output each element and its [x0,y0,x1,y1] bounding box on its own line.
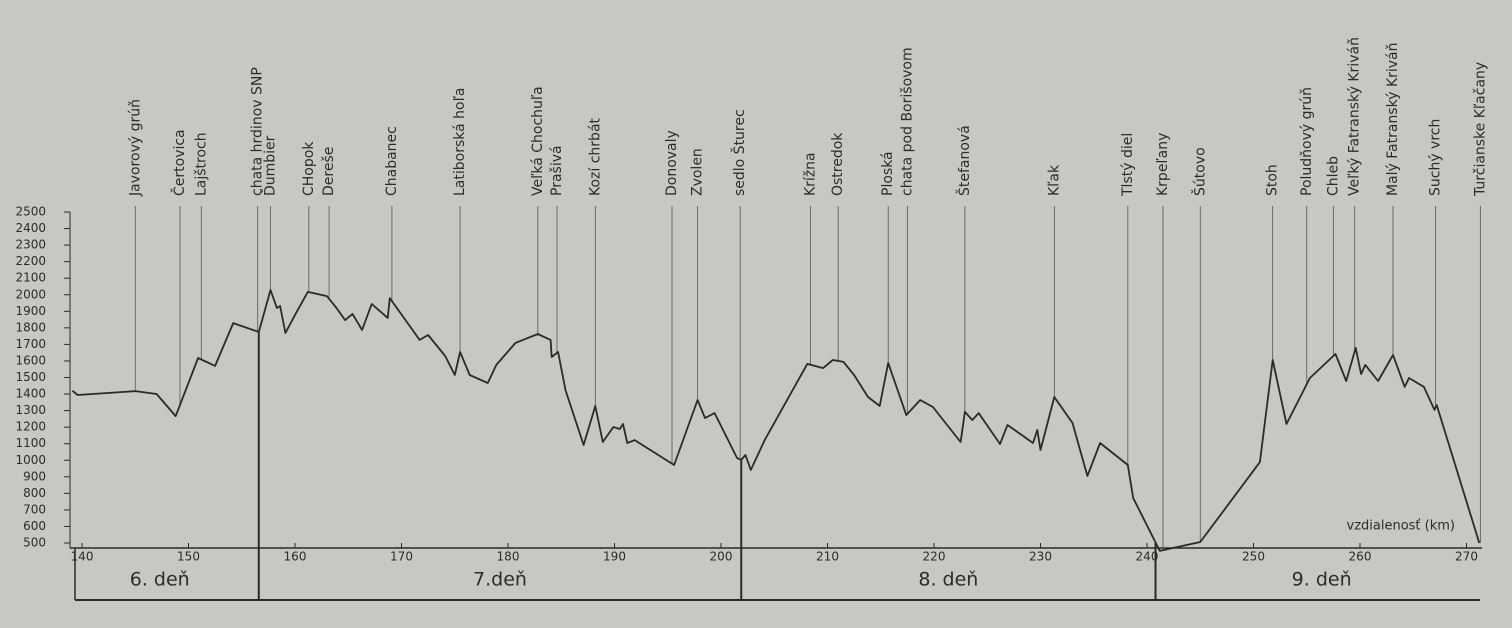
y-tick-label: 600 [23,519,46,533]
x-tick-label: 240 [1136,550,1159,564]
y-tick-label: 1500 [15,370,46,384]
landmark-label: Ďumbier [261,135,279,196]
landmark-label: Turčianske Kľačany [1472,62,1488,197]
y-tick-label: 1700 [15,337,46,351]
day-label: 8. deň [918,569,978,591]
day-label: 6. deň [130,569,190,591]
y-tick-label: 1600 [15,353,46,367]
x-tick-label: 190 [603,550,626,564]
y-tick-label: 1900 [15,304,46,318]
landmark-label: Chabanec [384,126,400,196]
landmark-label: Stoh [1265,164,1281,196]
y-tick-label: 800 [23,486,46,500]
x-tick-label: 150 [177,550,200,564]
landmark-label: sedlo Šturec [730,109,748,196]
landmark-label: CHopok [301,141,317,196]
x-axis-label: vzdialenosť (km) [1347,519,1456,534]
x-tick-label: 210 [816,550,839,564]
landmark-label: Chleb [1325,156,1341,196]
landmark-label: Donovaly [664,130,680,196]
landmark-label: Kľak [1046,164,1062,196]
y-tick-label: 1000 [15,453,46,467]
landmark-label: Suchý vrch [1428,119,1444,196]
x-tick-label: 250 [1242,550,1265,564]
y-tick-label: 1300 [15,403,46,417]
landmark-label: chata pod Borišovom [899,47,915,196]
y-tick-label: 1200 [15,420,46,434]
landmark-label: Ostredok [830,132,846,196]
landmark-label: Veľká Chochuľa [530,86,546,196]
y-tick-label: 2400 [15,221,46,235]
elevation-profile [71,289,1481,552]
x-tick-label: 200 [710,550,733,564]
x-tick-label: 220 [923,550,946,564]
landmark-label: Javorový grúň [127,99,143,197]
landmark-label: Tlstý diel [1120,133,1136,197]
x-tick-label: 170 [390,550,413,564]
y-tick-label: 900 [23,469,46,483]
landmark-label: Prašivá [549,145,565,196]
x-tick-label: 230 [1029,550,1052,564]
x-tick-label: 180 [497,550,520,564]
landmark-label: Kozí chrbát [587,117,603,196]
landmark-label: Čertovica [170,129,188,196]
x-tick-label: 140 [71,550,94,564]
landmark-label: chata hrdinov SNP [250,67,266,196]
day-label: 9. deň [1292,569,1352,591]
landmark-label: Krížna [802,152,818,196]
y-tick-label: 700 [23,502,46,516]
landmark-label: Poludňový grúň [1299,87,1315,196]
x-tick-label: 260 [1349,550,1372,564]
landmark-label: Štefanová [955,125,973,196]
landmark-label: Dereše [321,147,337,196]
landmark-label: Ploská [880,151,896,196]
day-label: 7.deň [473,569,527,591]
y-tick-label: 2000 [15,287,46,301]
landmark-label: Šútovo [1190,147,1208,196]
y-tick-label: 1100 [15,436,46,450]
landmark-label: Veľký Fatranský Kriváň [1347,37,1363,196]
y-tick-label: 1800 [15,320,46,334]
landmark-label: Lajštroch [193,132,209,196]
y-tick-label: 2300 [15,238,46,252]
y-tick-label: 2100 [15,271,46,285]
x-tick-label: 270 [1455,550,1478,564]
x-tick-label: 160 [284,550,307,564]
y-tick-label: 2500 [15,205,46,219]
landmark-label: Malý Fatranský Kriváň [1385,42,1401,196]
landmark-label: Krpeľany [1155,133,1171,196]
y-tick-label: 2200 [15,254,46,268]
y-tick-label: 1400 [15,387,46,401]
y-tick-label: 500 [23,536,46,550]
landmark-label: Latiborská hoľa [452,88,468,196]
landmark-label: Zvolen [690,148,706,196]
